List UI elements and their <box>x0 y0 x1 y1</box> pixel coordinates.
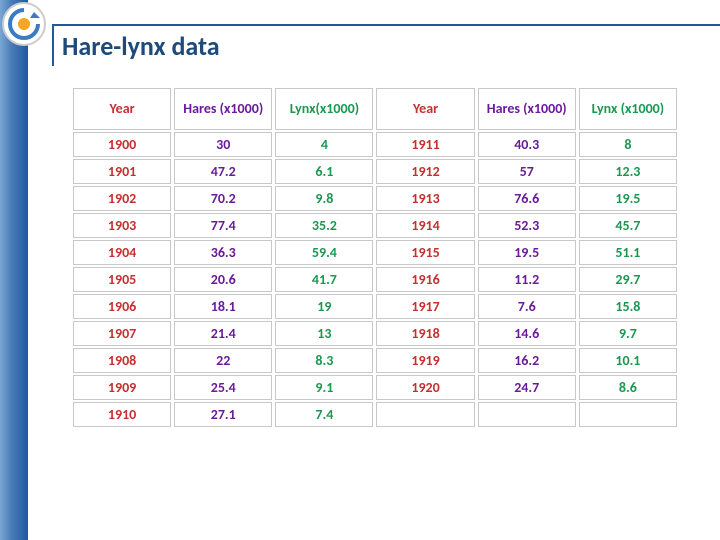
cell-hares1: 36.3 <box>174 240 272 265</box>
cell-lynx1: 59.4 <box>275 240 373 265</box>
cell-hares1: 21.4 <box>174 321 272 346</box>
cell-lynx1: 9.8 <box>275 186 373 211</box>
cell-hares1: 47.2 <box>174 159 272 184</box>
cell-year2: 1914 <box>376 213 474 238</box>
cell-year2: 1912 <box>376 159 474 184</box>
logo-arrow-icon <box>6 6 42 42</box>
cell-lynx1: 13 <box>275 321 373 346</box>
cell-lynx1: 4 <box>275 132 373 157</box>
cell-hares2: 11.2 <box>478 267 576 292</box>
cell-year1: 1910 <box>73 402 171 427</box>
cell-year1: 1900 <box>73 132 171 157</box>
cell-hares1: 25.4 <box>174 375 272 400</box>
col-year-2: Year <box>376 88 474 130</box>
cell-hares1: 22 <box>174 348 272 373</box>
cell-hares1: 70.2 <box>174 186 272 211</box>
cell-lynx2: 51.1 <box>579 240 677 265</box>
cell-hares2 <box>478 402 576 427</box>
cell-hares1: 27.1 <box>174 402 272 427</box>
table-row: 1908228.3191916.210.1 <box>73 348 677 373</box>
cell-hares2: 19.5 <box>478 240 576 265</box>
cell-hares2: 52.3 <box>478 213 576 238</box>
cell-year1: 1905 <box>73 267 171 292</box>
cell-hares2: 16.2 <box>478 348 576 373</box>
cell-hares1: 18.1 <box>174 294 272 319</box>
table-row: 190147.26.119125712.3 <box>73 159 677 184</box>
cell-lynx1: 35.2 <box>275 213 373 238</box>
cell-year1: 1901 <box>73 159 171 184</box>
cell-year2: 1911 <box>376 132 474 157</box>
cell-lynx2: 10.1 <box>579 348 677 373</box>
cell-year2: 1920 <box>376 375 474 400</box>
cell-lynx1: 7.4 <box>275 402 373 427</box>
table-header-row: Year Hares (x1000) Lynx(x1000) Year Hare… <box>73 88 677 130</box>
title-rule-top <box>52 24 720 26</box>
cell-lynx2 <box>579 402 677 427</box>
cell-lynx1: 6.1 <box>275 159 373 184</box>
cell-year2: 1918 <box>376 321 474 346</box>
cell-year1: 1909 <box>73 375 171 400</box>
cell-hares1: 20.6 <box>174 267 272 292</box>
data-table-container: Year Hares (x1000) Lynx(x1000) Year Hare… <box>70 86 680 429</box>
cell-lynx1: 8.3 <box>275 348 373 373</box>
cell-year2: 1916 <box>376 267 474 292</box>
cell-hares1: 30 <box>174 132 272 157</box>
cell-lynx2: 15.8 <box>579 294 677 319</box>
cell-lynx1: 9.1 <box>275 375 373 400</box>
table-body: 1900304191140.38190147.26.119125712.3190… <box>73 132 677 427</box>
cell-hares2: 14.6 <box>478 321 576 346</box>
left-accent-bar <box>0 0 28 540</box>
title-rule-left <box>52 24 54 66</box>
table-row: 190925.49.1192024.78.6 <box>73 375 677 400</box>
col-lynx-1: Lynx(x1000) <box>275 88 373 130</box>
table-row: 1900304191140.38 <box>73 132 677 157</box>
cell-year2: 1915 <box>376 240 474 265</box>
cell-year2 <box>376 402 474 427</box>
cell-hares2: 57 <box>478 159 576 184</box>
cell-hares2: 24.7 <box>478 375 576 400</box>
table-row: 190618.11919177.615.8 <box>73 294 677 319</box>
cell-hares2: 76.6 <box>478 186 576 211</box>
cell-year1: 1907 <box>73 321 171 346</box>
cell-year1: 1903 <box>73 213 171 238</box>
col-hares-1: Hares (x1000) <box>174 88 272 130</box>
page-title: Hare-lynx data <box>62 30 220 62</box>
cell-year2: 1913 <box>376 186 474 211</box>
cell-lynx2: 8 <box>579 132 677 157</box>
table-row: 190270.29.8191376.619.5 <box>73 186 677 211</box>
col-hares-2: Hares (x1000) <box>478 88 576 130</box>
cell-lynx1: 41.7 <box>275 267 373 292</box>
table-row: 190377.435.2191452.345.7 <box>73 213 677 238</box>
col-lynx-2: Lynx (x1000) <box>579 88 677 130</box>
cell-lynx2: 45.7 <box>579 213 677 238</box>
table-row: 191027.17.4 <box>73 402 677 427</box>
table-row: 190436.359.4191519.551.1 <box>73 240 677 265</box>
hare-lynx-table: Year Hares (x1000) Lynx(x1000) Year Hare… <box>70 86 680 429</box>
logo-badge <box>2 2 46 46</box>
cell-lynx2: 9.7 <box>579 321 677 346</box>
cell-lynx2: 12.3 <box>579 159 677 184</box>
cell-year1: 1906 <box>73 294 171 319</box>
cell-lynx2: 29.7 <box>579 267 677 292</box>
table-row: 190520.641.7191611.229.7 <box>73 267 677 292</box>
table-row: 190721.413191814.69.7 <box>73 321 677 346</box>
cell-year1: 1902 <box>73 186 171 211</box>
cell-year1: 1904 <box>73 240 171 265</box>
cell-year2: 1917 <box>376 294 474 319</box>
cell-hares2: 7.6 <box>478 294 576 319</box>
cell-year1: 1908 <box>73 348 171 373</box>
col-year-1: Year <box>73 88 171 130</box>
cell-lynx1: 19 <box>275 294 373 319</box>
cell-hares2: 40.3 <box>478 132 576 157</box>
cell-lynx2: 8.6 <box>579 375 677 400</box>
cell-lynx2: 19.5 <box>579 186 677 211</box>
cell-year2: 1919 <box>376 348 474 373</box>
cell-hares1: 77.4 <box>174 213 272 238</box>
